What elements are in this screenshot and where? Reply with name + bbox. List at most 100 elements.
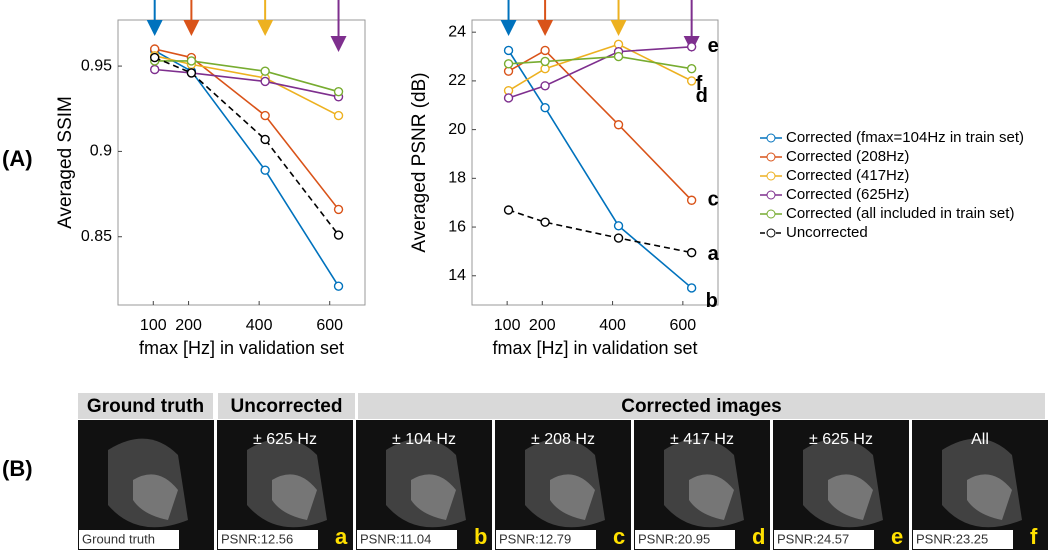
data-point (540, 217, 550, 227)
series-line (154, 60, 339, 93)
series-line (508, 45, 692, 99)
psnr-text: PSNR:11.04 (360, 531, 431, 546)
data-point (540, 56, 550, 67)
data-point (503, 93, 514, 103)
arrow-head (146, 20, 163, 36)
data-point (540, 102, 550, 113)
header-box (218, 393, 355, 419)
y-tick-label: 14 (448, 267, 466, 284)
data-point (333, 204, 344, 215)
psnr-text: PSNR:12.56 (221, 531, 293, 546)
data-point (686, 64, 697, 74)
data-point (260, 76, 270, 87)
legend-marker (766, 133, 776, 143)
x-tick-label: 200 (529, 317, 556, 334)
header-text: Uncorrected (231, 396, 343, 417)
y-tick-label: 0.9 (90, 143, 112, 160)
tile-caption: ± 625 Hz (809, 431, 873, 448)
anatomy (272, 474, 317, 520)
psnr-box (357, 530, 457, 549)
data-point (149, 64, 160, 75)
arrow-head (183, 20, 200, 36)
header-text: Ground truth (87, 396, 204, 417)
y-tick-label: 16 (448, 218, 466, 235)
tile-caption: ± 417 Hz (670, 431, 734, 448)
tile-letter: c (613, 524, 625, 549)
end-label: b (706, 290, 718, 312)
data-point (503, 205, 514, 215)
data-point (503, 45, 514, 56)
data-point (613, 120, 624, 130)
x-tick-label: 400 (246, 317, 273, 334)
y-tick-label: 18 (448, 170, 466, 187)
end-label: a (708, 243, 720, 265)
y-tick-label: 0.95 (81, 57, 112, 74)
end-label: e (708, 35, 719, 57)
data-point (686, 76, 697, 86)
data-point (686, 42, 697, 52)
anatomy (828, 474, 873, 520)
x-axis-label: fmax [Hz] in validation set (139, 338, 344, 358)
legend-marker (766, 228, 776, 238)
data-point (186, 56, 197, 66)
tile-letter: a (335, 524, 348, 549)
data-point (260, 110, 270, 121)
y-tick-label: 24 (448, 23, 466, 40)
series-line (154, 55, 339, 117)
legend-marker (766, 171, 776, 181)
data-point (613, 51, 624, 62)
psnr-text: PSNR:24.57 (777, 531, 849, 546)
y-axis-label: Averaged PSNR (dB) (409, 72, 430, 252)
psnr-box (913, 530, 1013, 549)
series-line (508, 43, 693, 92)
arrow-head (257, 20, 274, 36)
arrow-head (610, 20, 627, 36)
series-line (507, 50, 693, 289)
psnr-box (496, 530, 596, 549)
psnr-box (635, 530, 735, 549)
legend-label: Corrected (417Hz) (786, 167, 909, 184)
anatomy (133, 474, 178, 520)
legend-label: Corrected (all included in train set) (786, 205, 1014, 222)
plot-area (117, 19, 366, 306)
tile-caption: ± 104 Hz (392, 431, 456, 448)
anatomy (411, 474, 456, 520)
data-point (149, 52, 160, 63)
data-point (333, 86, 344, 97)
tile-caption: All (971, 431, 989, 448)
x-tick-label: 600 (316, 317, 343, 334)
panel-label: (A) (2, 146, 33, 171)
x-axis-label: fmax [Hz] in validation set (492, 338, 697, 358)
y-axis-label: Averaged SSIM (55, 96, 76, 229)
data-point (333, 230, 344, 240)
legend-label: Corrected (625Hz) (786, 186, 909, 203)
psnr-text: Ground truth (82, 531, 155, 546)
legend-label: Uncorrected (786, 224, 868, 241)
y-tick-label: 22 (448, 72, 466, 89)
tile-letter: f (1030, 524, 1038, 549)
tile-caption: ± 625 Hz (253, 431, 317, 448)
plot-area (471, 19, 719, 306)
data-point (686, 195, 697, 205)
header-box (78, 393, 213, 419)
arrow-head (330, 36, 347, 52)
psnr-text: PSNR:12.79 (499, 531, 571, 546)
legend-marker (766, 152, 776, 162)
series-line (508, 55, 692, 70)
data-point (540, 81, 550, 91)
header-box (358, 393, 1045, 419)
data-point (686, 247, 697, 258)
data-point (503, 59, 514, 69)
data-point (686, 283, 697, 293)
end-label: d (696, 85, 708, 107)
data-point (260, 165, 270, 175)
series-line (508, 209, 692, 254)
psnr-box (218, 530, 318, 549)
arrow-head (500, 20, 517, 36)
arrow-head (537, 20, 554, 36)
psnr-text: PSNR:23.25 (916, 531, 988, 546)
tile-letter: e (891, 524, 903, 549)
x-tick-label: 100 (140, 317, 167, 334)
x-tick-label: 600 (670, 317, 697, 334)
